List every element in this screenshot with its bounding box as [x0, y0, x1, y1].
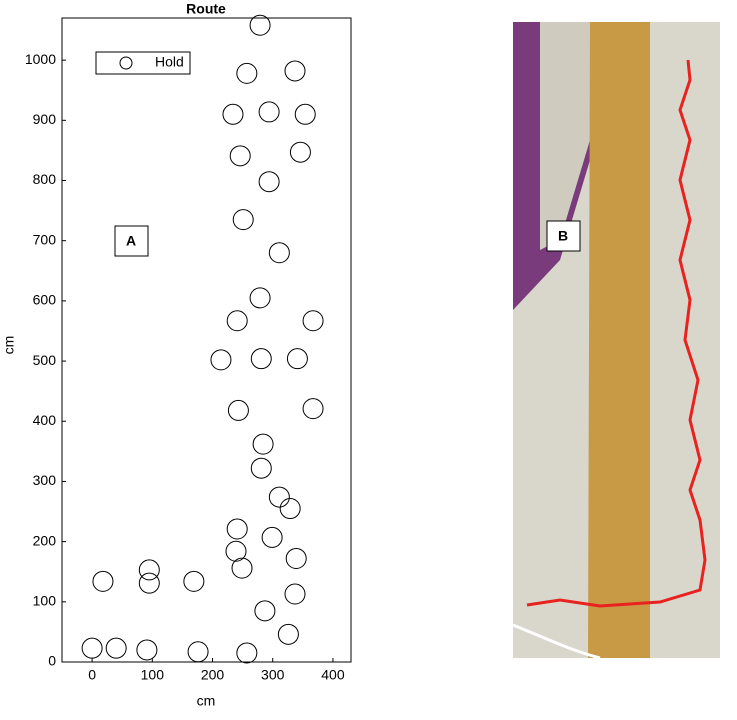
- x-tick-label: 100: [141, 667, 165, 683]
- y-tick-label: 200: [33, 532, 57, 548]
- hold-marker: [210, 349, 232, 371]
- x-tick-label: 300: [261, 667, 285, 683]
- hold-marker: [302, 398, 324, 420]
- hold-marker: [268, 486, 290, 508]
- hold-marker: [284, 60, 306, 82]
- hold-marker: [289, 141, 311, 163]
- hold-marker: [81, 637, 103, 659]
- y-axis-label: cm: [1, 336, 17, 355]
- annotation-box: [546, 220, 581, 252]
- hold-marker: [252, 433, 274, 455]
- y-tick-label: 600: [33, 292, 57, 308]
- hold-marker: [250, 348, 272, 370]
- y-tick-label: 1000: [25, 51, 56, 67]
- hold-marker: [236, 62, 258, 84]
- chart-title: Route: [186, 1, 226, 17]
- hold-marker: [249, 14, 271, 36]
- x-tick-label: 200: [201, 667, 225, 683]
- legend-label: Hold: [155, 54, 184, 70]
- legend: [95, 51, 191, 75]
- hold-marker: [261, 526, 283, 548]
- annotation: A: [126, 233, 136, 249]
- x-tick-label: 400: [321, 667, 345, 683]
- y-tick-label: 300: [33, 472, 57, 488]
- route-path: [526, 59, 707, 608]
- y-tick-label: 100: [33, 593, 57, 609]
- hold-marker: [229, 145, 251, 167]
- plot-area: [61, 17, 352, 663]
- hold-marker: [227, 399, 249, 421]
- y-tick-label: 900: [33, 111, 57, 127]
- hold-marker: [258, 101, 280, 123]
- x-axis-label: cm: [197, 693, 216, 709]
- hold-marker: [286, 348, 308, 370]
- hold-marker: [284, 583, 306, 605]
- hold-marker: [268, 242, 290, 264]
- y-tick-label: 700: [33, 231, 57, 247]
- y-tick-label: 500: [33, 352, 57, 368]
- rope: [512, 623, 601, 660]
- hold-marker: [302, 310, 324, 332]
- hold-marker: [277, 623, 299, 645]
- legend-marker: [119, 56, 133, 70]
- hold-marker: [187, 641, 209, 663]
- hold-marker: [225, 540, 247, 562]
- hold-marker: [226, 310, 248, 332]
- hold-marker: [105, 637, 127, 659]
- annotation-box: [114, 225, 149, 257]
- stripe: [588, 22, 650, 658]
- hold-marker: [249, 287, 271, 309]
- y-tick-label: 0: [48, 653, 56, 669]
- hold-marker: [285, 547, 307, 569]
- hold-marker: [136, 639, 158, 661]
- wall-section: [540, 22, 590, 250]
- hold-marker: [279, 498, 301, 520]
- hold-marker: [138, 559, 160, 581]
- hold-marker: [138, 572, 160, 594]
- hold-marker: [232, 209, 254, 231]
- hold-marker: [226, 518, 248, 540]
- annotation: B: [558, 228, 568, 244]
- hold-marker: [92, 570, 114, 592]
- hold-marker: [258, 171, 280, 193]
- hold-marker: [236, 642, 258, 664]
- x-tick-label: 0: [88, 667, 96, 683]
- y-tick-label: 400: [33, 412, 57, 428]
- hold-marker: [231, 557, 253, 579]
- hold-marker: [294, 103, 316, 125]
- hold-marker: [250, 457, 272, 479]
- hold-marker: [183, 570, 205, 592]
- photo: [512, 22, 720, 660]
- y-tick-label: 800: [33, 171, 57, 187]
- hold-marker: [254, 600, 276, 622]
- hold-marker: [222, 103, 244, 125]
